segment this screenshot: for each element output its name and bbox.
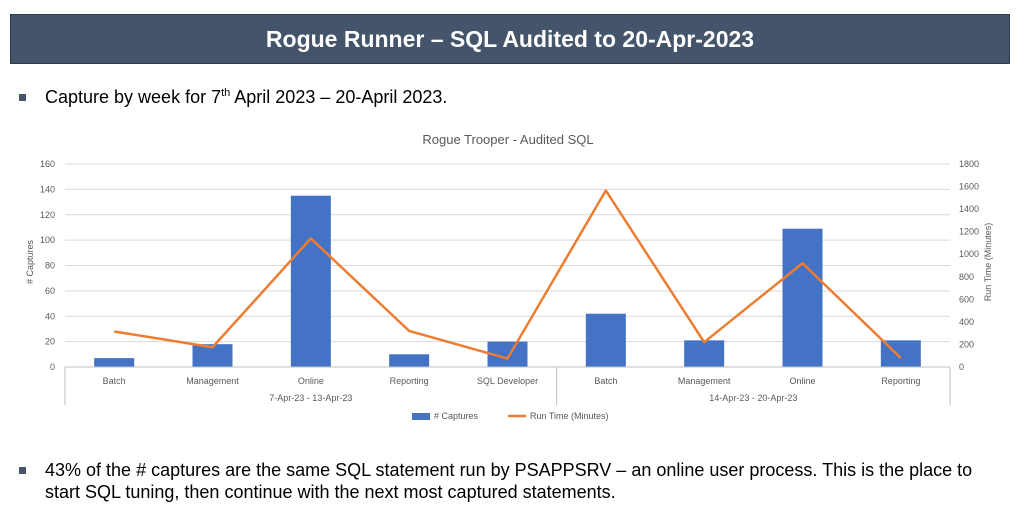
slide-title-bar: Rogue Runner – SQL Audited to 20-Apr-202… [10, 14, 1010, 64]
y2-tick-label: 1800 [959, 159, 979, 169]
slide-title: Rogue Runner – SQL Audited to 20-Apr-202… [265, 25, 755, 52]
x-category-label: SQL Developer [477, 376, 538, 386]
x-category-label: Online [789, 376, 815, 386]
legend-label-run-time: Run Time (Minutes) [530, 411, 609, 421]
bullet-capture-period: Capture by week for 7th April 2023 – 20-… [19, 86, 447, 108]
y2-tick-label: 800 [959, 272, 974, 282]
chart-legend: # Captures Run Time (Minutes) [412, 411, 609, 421]
gridlines [65, 163, 950, 343]
y2-tick-label: 400 [959, 317, 974, 327]
y-axis-label: # Captures [25, 239, 35, 284]
y-tick-label: 80 [45, 261, 55, 271]
y-tick-label: 20 [45, 337, 55, 347]
square-bullet-icon [19, 467, 26, 474]
y2-tick-label: 1000 [959, 249, 979, 259]
bullet-text-capture-period: Capture by week for 7th April 2023 – 20-… [45, 86, 447, 108]
x-category-label: Reporting [390, 376, 429, 386]
y2-tick-label: 200 [959, 339, 974, 349]
bar-captures [684, 340, 725, 367]
bullet1-text-end: April 2023 – 20-April 2023. [230, 87, 448, 107]
x-category-label: Online [298, 376, 324, 386]
y-tick-label: 0 [50, 362, 55, 372]
y-tick-label: 40 [45, 311, 55, 321]
x-category-label: Reporting [881, 376, 920, 386]
bullet1-text-start: Capture by week for 7 [45, 87, 222, 107]
x-category-label: Management [678, 376, 731, 386]
y-tick-label: 120 [40, 210, 55, 220]
bar-captures [290, 195, 331, 367]
bar-captures [782, 228, 823, 367]
y2-tick-label: 600 [959, 294, 974, 304]
legend-label-captures: # Captures [434, 411, 479, 421]
bullet-text-summary: 43% of the # captures are the same SQL s… [45, 460, 973, 502]
bar-captures [389, 354, 430, 367]
y2-tick-label: 1600 [959, 182, 979, 192]
bar-captures [94, 358, 135, 367]
x-group-label: 7-Apr-23 - 13-Apr-23 [269, 393, 352, 403]
bullet-summary: 43% of the # captures are the same SQL s… [19, 459, 1009, 503]
x-category-label: Batch [103, 376, 126, 386]
bullet1-superscript: th [221, 87, 231, 99]
chart-title: Rogue Trooper - Audited SQL [422, 132, 593, 147]
bar-captures [585, 313, 626, 367]
y-tick-label: 140 [40, 184, 55, 194]
y2-axis-label: Run Time (Minutes) [983, 223, 993, 302]
y2-tick-label: 1200 [959, 227, 979, 237]
y-tick-label: 160 [40, 159, 55, 169]
axes: 0204060801001201401600200400600800100012… [40, 159, 979, 405]
square-bullet-icon [19, 94, 26, 101]
x-group-label: 14-Apr-23 - 20-Apr-23 [709, 393, 797, 403]
bar-captures [192, 344, 233, 367]
y2-tick-label: 0 [959, 362, 964, 372]
line-series [113, 189, 902, 360]
audited-sql-chart: Rogue Trooper - Audited SQL 0 20 40 60 80 100… [25, 132, 993, 421]
y-tick-label: 60 [45, 286, 55, 296]
bar-series [94, 195, 921, 367]
x-category-label: Batch [594, 376, 617, 386]
y2-tick-label: 1400 [959, 204, 979, 214]
legend-swatch-captures [412, 413, 430, 420]
y-tick-label: 100 [40, 235, 55, 245]
x-category-label: Management [186, 376, 239, 386]
